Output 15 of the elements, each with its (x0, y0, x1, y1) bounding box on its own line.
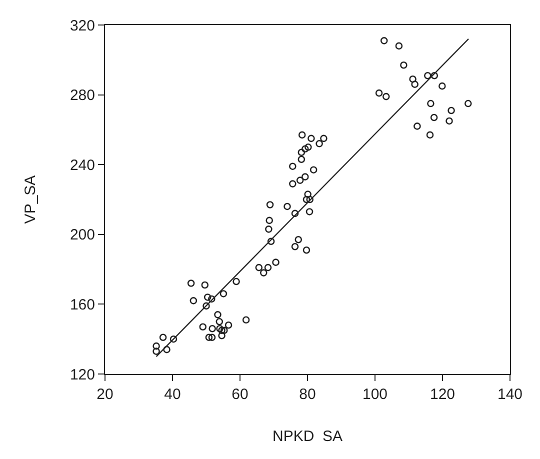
y-tick-label: 320 (70, 17, 95, 34)
y-tick-label: 120 (70, 366, 95, 384)
y-tick-label: 280 (70, 87, 95, 104)
y-tick-label: 160 (70, 296, 95, 314)
x-axis-title: NPKD SA (272, 428, 343, 445)
y-tick-label: 200 (70, 226, 95, 244)
x-tick-label: 60 (232, 386, 248, 403)
y-tick-label: 240 (70, 156, 95, 174)
x-tick-label: 80 (299, 386, 316, 403)
y-axis-title: VP_SA (22, 175, 40, 224)
x-tick-label: 140 (497, 386, 523, 403)
x-tick-label: 40 (164, 386, 181, 403)
x-tick-label: 120 (430, 386, 456, 403)
x-tick-label: 100 (362, 386, 388, 403)
x-tick-label: 20 (96, 386, 114, 403)
